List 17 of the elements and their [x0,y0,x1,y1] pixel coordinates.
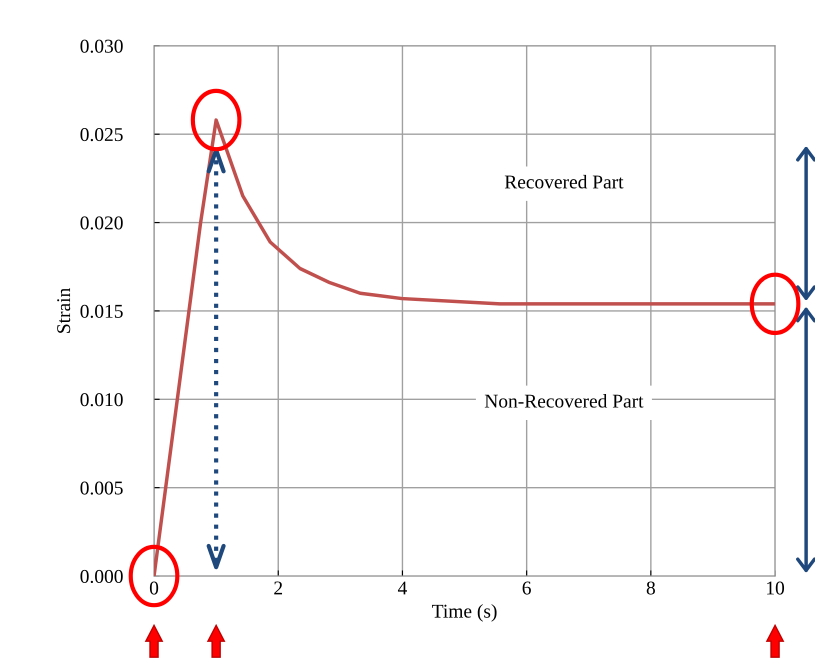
x-tick-label: 4 [398,582,408,594]
y-tick-label: 0.000 [80,570,123,584]
y-axis-title: Strain [57,288,70,333]
y-tick-label: 0.010 [80,393,123,406]
annotation: Non-Recovered Part [484,394,644,408]
x-tick-label: 6 [522,582,531,595]
y-tick-label: 0.015 [80,304,123,318]
x-tick-label: 10 [767,581,784,595]
y-tick-label: 0.025 [80,128,123,142]
annotation: Recovered Part [504,174,624,189]
y-tick-label: 0.030 [80,40,123,53]
y-tick-label: 0.005 [80,481,123,495]
x-axis-title: Time (s) [432,604,497,622]
x-tick-label: 2 [274,582,282,594]
x-tick-label: 8 [646,581,655,595]
x-tick-label: 0 [150,581,158,595]
y-tick-label: 0.020 [80,216,123,230]
